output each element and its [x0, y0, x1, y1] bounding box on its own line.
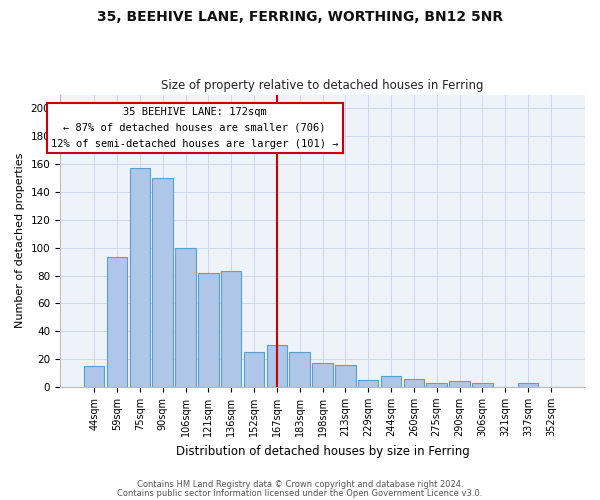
Y-axis label: Number of detached properties: Number of detached properties	[15, 153, 25, 328]
Bar	[84, 366, 104, 387]
Bar	[518, 383, 538, 387]
Text: 35 BEEHIVE LANE: 172sqm
← 87% of detached houses are smaller (706)
12% of semi-d: 35 BEEHIVE LANE: 172sqm ← 87% of detache…	[51, 108, 338, 148]
Bar	[472, 383, 493, 387]
Bar	[358, 380, 379, 387]
Text: Contains public sector information licensed under the Open Government Licence v3: Contains public sector information licen…	[118, 488, 482, 498]
Bar	[449, 382, 470, 387]
Bar	[244, 352, 264, 387]
Bar	[427, 383, 447, 387]
Bar	[335, 364, 356, 387]
Bar	[289, 352, 310, 387]
Bar	[198, 273, 218, 387]
Bar	[312, 364, 333, 387]
Bar	[266, 345, 287, 387]
Bar	[175, 248, 196, 387]
Title: Size of property relative to detached houses in Ferring: Size of property relative to detached ho…	[161, 79, 484, 92]
Bar	[152, 178, 173, 387]
Text: 35, BEEHIVE LANE, FERRING, WORTHING, BN12 5NR: 35, BEEHIVE LANE, FERRING, WORTHING, BN1…	[97, 10, 503, 24]
Bar	[107, 258, 127, 387]
Bar	[404, 378, 424, 387]
X-axis label: Distribution of detached houses by size in Ferring: Distribution of detached houses by size …	[176, 444, 469, 458]
Bar	[381, 376, 401, 387]
Bar	[130, 168, 150, 387]
Text: Contains HM Land Registry data © Crown copyright and database right 2024.: Contains HM Land Registry data © Crown c…	[137, 480, 463, 489]
Bar	[221, 272, 241, 387]
